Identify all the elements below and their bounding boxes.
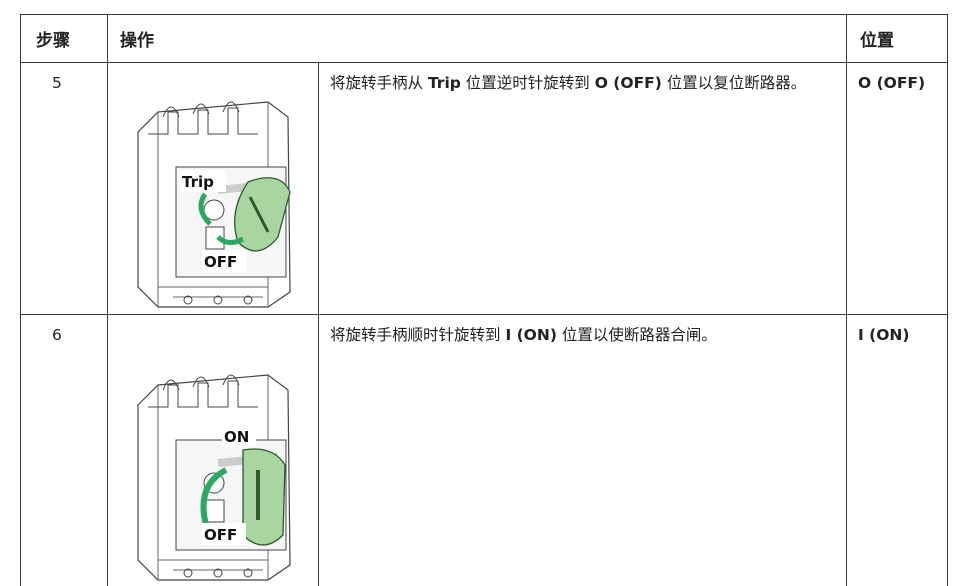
action-text: 将旋转手柄从 Trip 位置逆时针旋转到 O (OFF) 位置以复位断路器。 [330, 72, 835, 94]
action-segment: 将旋转手柄从 [330, 74, 428, 92]
step: 6 [52, 326, 62, 344]
figure-label: Trip [182, 173, 214, 191]
border [846, 14, 847, 586]
header-cell: 步骤 [36, 31, 70, 51]
border [947, 14, 948, 586]
action-text: 将旋转手柄顺时针旋转到 I (ON) 位置以使断路器合闸。 [330, 324, 835, 346]
figure-label: OFF [204, 526, 237, 544]
position: O (OFF) [858, 74, 926, 92]
action-segment: 位置逆时针旋转到 [460, 74, 595, 92]
breaker-illustration: Trip OFF [138, 102, 290, 307]
border [20, 314, 948, 315]
action-segment: O (OFF) [594, 74, 662, 92]
header-cell: 操作 [120, 31, 154, 51]
header-cell: 位置 [860, 31, 894, 51]
border [20, 62, 948, 63]
action-segment: I (ON) [505, 326, 557, 344]
border [107, 14, 108, 586]
step: 5 [52, 74, 62, 92]
action-segment: 将旋转手柄顺时针旋转到 [330, 326, 506, 344]
border [20, 14, 21, 586]
action-segment: Trip [427, 74, 461, 92]
action-segment: 位置以复位断路器。 [661, 74, 807, 92]
border [318, 62, 319, 586]
action-segment: 位置以使断路器合闸。 [556, 326, 717, 344]
border [20, 14, 948, 15]
position: I (ON) [858, 326, 910, 344]
figure-label: ON [224, 428, 249, 446]
breaker-illustration: ON OFF [138, 375, 290, 580]
figure-label: OFF [204, 253, 237, 271]
